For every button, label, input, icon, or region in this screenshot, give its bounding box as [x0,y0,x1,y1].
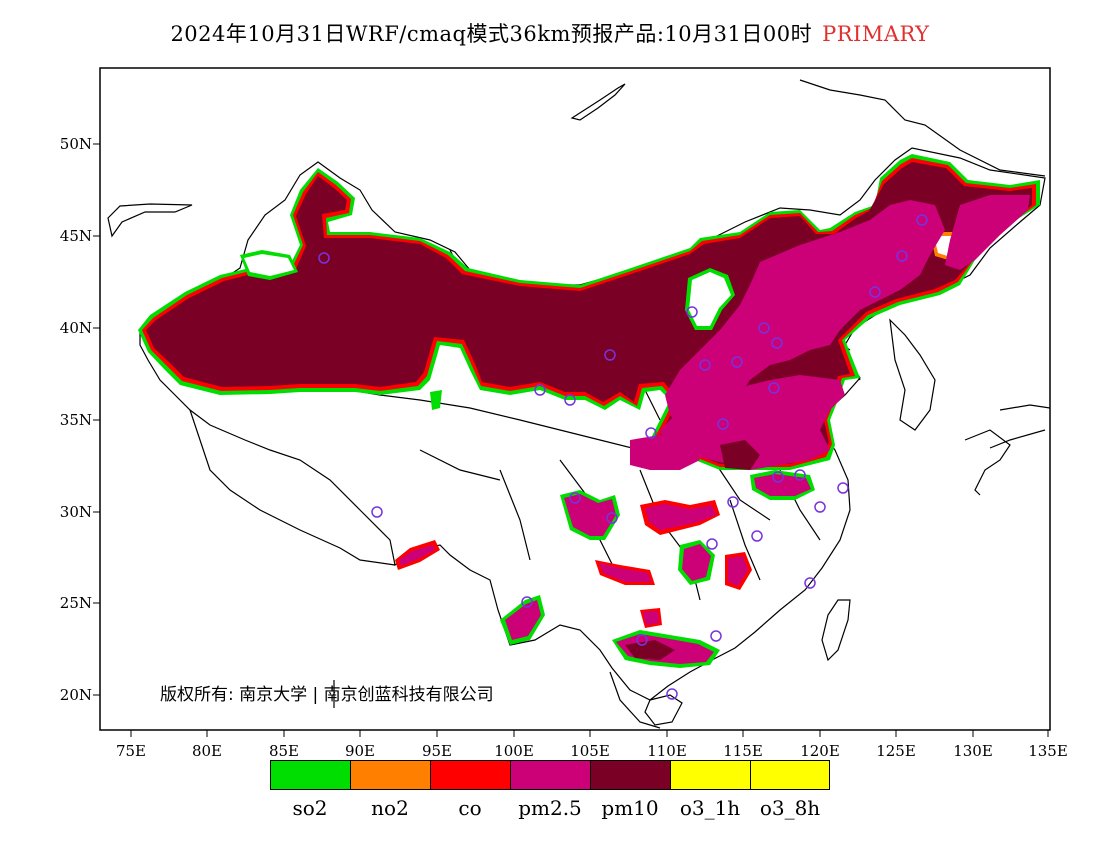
title-text: 2024年10月31日WRF/cmaq模式36km预报产品:10月31日00时 [170,22,813,46]
pollution-fields [138,154,1040,700]
map-frame [99,67,1051,731]
legend-label-o3-1h: o3_1h [679,796,741,820]
x-tick-label: 125E [876,742,916,760]
map-content [107,79,1050,729]
legend-label-o3-8h: o3_8h [759,796,821,820]
axis-ticks [93,143,1049,737]
legend-label-pm25: pm2.5 [518,796,582,820]
legend-swatch-pm25 [510,760,591,790]
japan-outline [964,404,1050,496]
korea-outline [889,318,936,431]
x-tick-label: 135E [1028,742,1068,760]
x-tick-label: 130E [953,742,993,760]
y-tick-label: 35N [59,411,92,429]
legend-label-co: co [458,796,482,820]
india-border [189,409,396,566]
y-tick-label: 25N [59,594,92,612]
x-tick-label: 90E [344,742,376,760]
pm25-south-patches [395,390,815,668]
x-tick-label: 120E [800,742,840,760]
legend-label-no2: no2 [371,796,409,820]
northeast-coast [799,79,1046,177]
vietnam-coast [609,671,661,729]
station-markers [318,214,928,700]
legend-swatch-co [430,760,511,790]
hainan-outline [644,694,683,726]
taiwan-outline [821,599,851,662]
title-tag: PRIMARY [822,22,930,46]
lake-balkhash-outline [107,203,193,238]
legend-swatch-no2 [350,760,431,790]
legend-label-pm10: pm10 [601,796,659,820]
legend-label-so2: so2 [292,796,328,820]
pm25-east-region [630,195,1030,470]
x-tick-label: 85E [268,742,300,760]
x-tick-label: 100E [494,742,534,760]
lake-baikal-outline [570,83,626,121]
legend-swatch-o3-1h [670,760,751,790]
y-tick-label: 20N [59,686,92,704]
legend-swatch-pm10 [590,760,671,790]
y-tick-label: 30N [59,503,92,521]
legend-swatch-so2 [270,760,351,790]
x-tick-label: 105E [570,742,610,760]
y-tick-label: 40N [59,319,92,337]
y-tick-label: 50N [59,135,92,153]
x-tick-label: 75E [115,742,147,760]
x-tick-label: 115E [723,742,763,760]
x-tick-label: 95E [421,742,453,760]
y-tick-label: 45N [59,227,92,245]
x-tick-label: 80E [191,742,223,760]
x-tick-label: 110E [647,742,687,760]
copyright-text: 版权所有: 南京大学 | 南京创蓝科技有限公司 [160,685,494,705]
legend-swatch-o3-8h [750,760,830,790]
map-title: 2024年10月31日WRF/cmaq模式36km预报产品:10月31日00时 P… [0,18,1100,48]
